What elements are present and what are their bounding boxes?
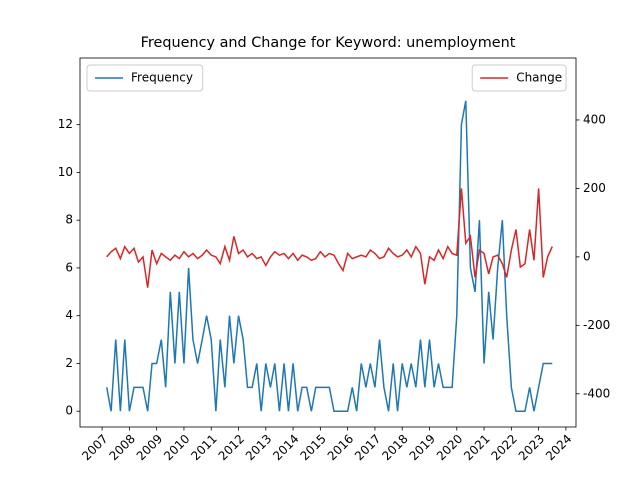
plot-frame	[79, 57, 577, 428]
y-tick-label: 4	[65, 308, 73, 322]
y-tick-label: 10	[58, 165, 73, 179]
y2-tick-label: 400	[583, 112, 606, 126]
y-tick-label: 12	[58, 117, 73, 131]
y2-tick-label: -200	[583, 318, 610, 332]
legend-label: Change	[516, 71, 562, 85]
series-line	[106, 100, 553, 412]
y2-tick-label: 0	[583, 249, 591, 263]
y-tick-label: 0	[65, 404, 73, 418]
legend-box	[86, 64, 204, 92]
y-tick-label: 6	[65, 260, 73, 274]
y2-tick-label: -400	[583, 386, 610, 400]
y-tick-label: 2	[65, 356, 73, 370]
y-tick-label: 8	[65, 213, 73, 227]
legend-label: Frequency	[131, 71, 193, 85]
series-line	[106, 188, 553, 288]
legend-box	[471, 64, 567, 92]
y2-tick-label: 200	[583, 181, 606, 195]
chart-title: Frequency and Change for Keyword: unempl…	[141, 35, 516, 51]
